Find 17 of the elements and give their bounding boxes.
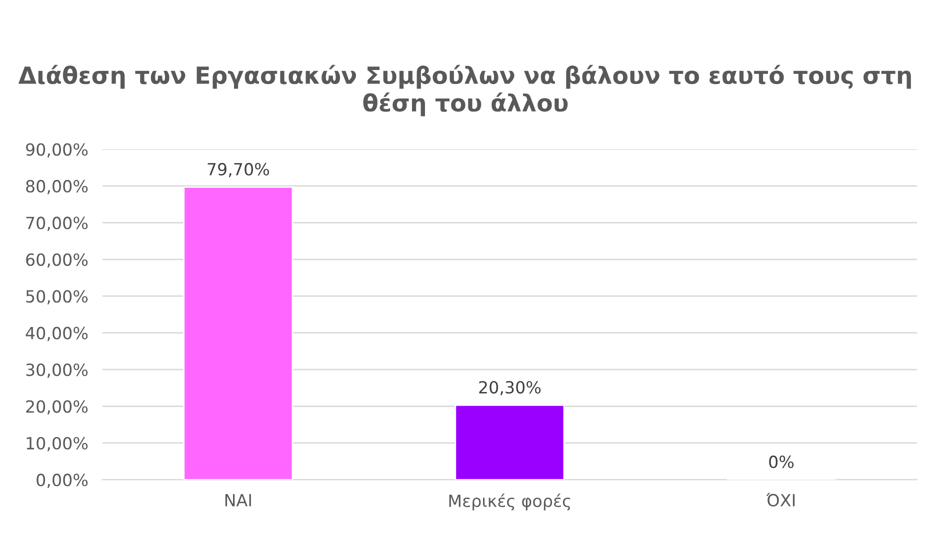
data-label: 79,70% (208, 162, 270, 178)
y-tick-label: 20,00% (26, 400, 88, 415)
y-tick-label: 70,00% (26, 216, 88, 231)
chart-title: Διάθεση των Εργασιακών Συμβούλων να βάλουν το εαυτό τους στη θέση του άλλου (18, 64, 911, 116)
x-tick-label: Μερικές φορές (449, 494, 570, 510)
y-tick-label: 80,00% (26, 180, 88, 194)
y-tick-label: 40,00% (26, 326, 88, 342)
y-tick-label: 0,00% (36, 474, 88, 488)
y-tick-label: 60,00% (26, 253, 88, 268)
data-label: 20,30% (479, 380, 541, 396)
y-tick-label: 10,00% (26, 436, 88, 452)
x-tick-label: ΝΑΙ (225, 494, 251, 506)
data-label: 0% (769, 456, 794, 468)
x-tick-label: ΌΧΙ (766, 492, 795, 506)
y-tick-label: 50,00% (26, 290, 88, 304)
y-tick-label: 90,00% (26, 143, 88, 158)
y-tick-label: 30,00% (26, 364, 88, 378)
